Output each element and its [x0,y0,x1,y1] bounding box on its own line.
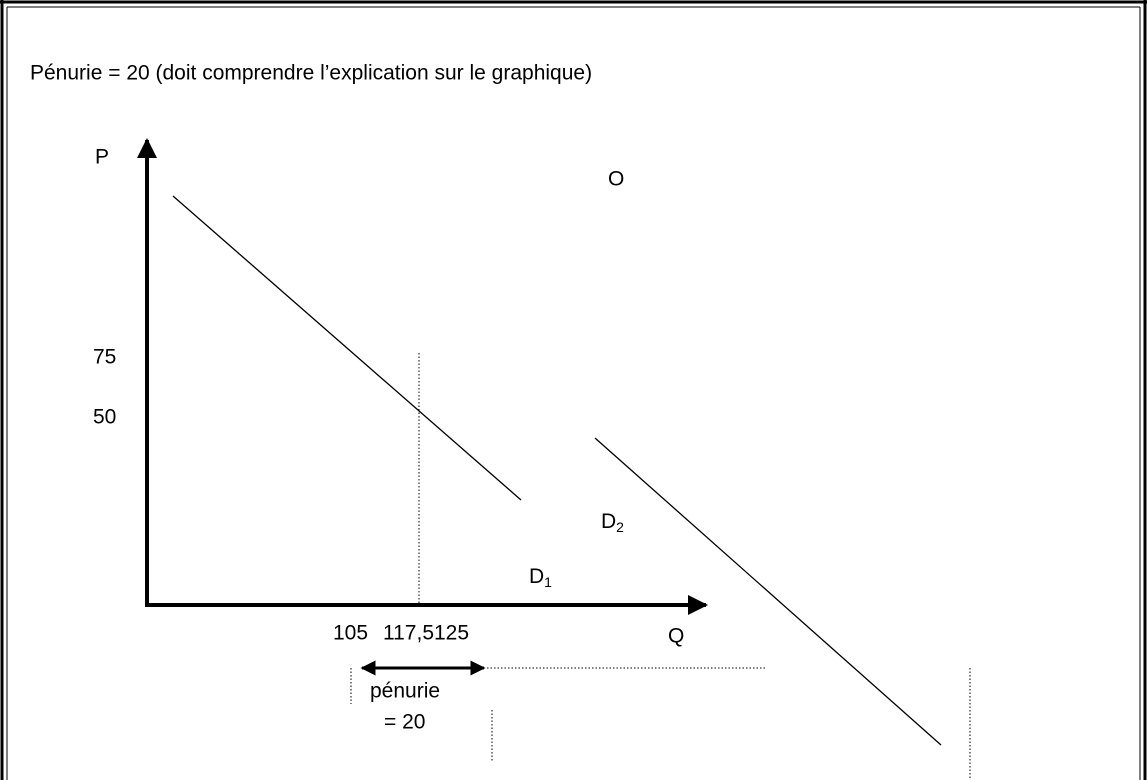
d2-label: D2 [601,510,624,535]
y-axis-label: P [95,146,109,169]
title: Pénurie = 20 (doit comprendre l’explicat… [30,62,592,85]
d2-sub: 2 [616,519,624,535]
annotation: = 20 [384,711,425,734]
d1-label: D1 [529,565,552,590]
demand-2 [594,437,942,746]
d1-letter: D [529,565,544,588]
p-tick: 75 [93,346,116,369]
annotation: pénurie [370,680,440,703]
demand-1 [172,195,522,501]
p-tick: 50 [93,406,116,429]
q-tick: 117,5125 [383,622,469,645]
supply-label: O [608,168,624,191]
q-tick: 105 [333,622,368,645]
d1-sub: 1 [544,574,552,590]
x-axis-label: Q [668,625,684,648]
d2-letter: D [601,510,616,533]
